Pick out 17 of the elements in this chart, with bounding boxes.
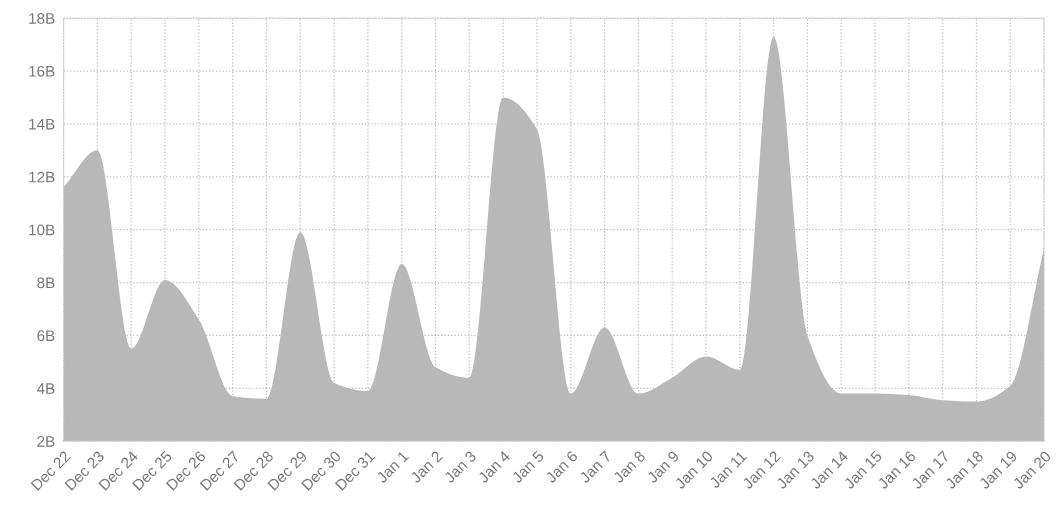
x-tick-label: Jan 4 <box>477 450 511 484</box>
y-tick-label: 4B <box>36 383 55 394</box>
y-tick-label: 16B <box>29 65 55 77</box>
y-tick-label: 8B <box>37 277 55 289</box>
x-tick-label: Jan 3 <box>443 450 477 484</box>
y-tick-label: 6B <box>37 330 55 342</box>
x-tick-label: Jan 2 <box>409 450 443 484</box>
x-tick-label: Jan 7 <box>578 450 612 484</box>
y-tick-label: 2B <box>37 436 55 447</box>
y-tick-label: 18B <box>29 13 55 24</box>
x-tick-label: Jan 1 <box>375 450 410 484</box>
y-tick-label: 10B <box>29 224 55 236</box>
x-tick-label: Jan 5 <box>511 450 545 484</box>
y-tick-label: 14B <box>29 118 55 130</box>
x-tick-label: Jan 8 <box>612 450 646 484</box>
y-tick-label: 12B <box>29 171 55 183</box>
x-tick-label: Jan 6 <box>544 450 579 484</box>
